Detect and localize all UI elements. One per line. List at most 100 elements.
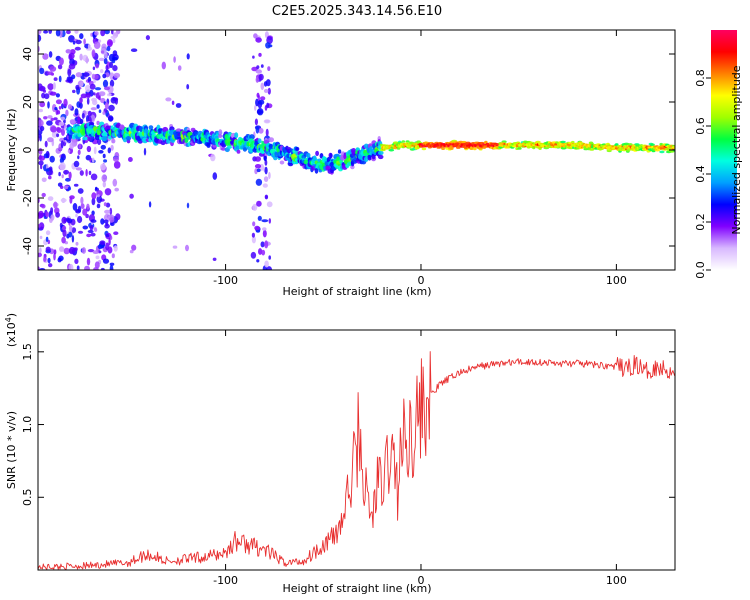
spectrogram-cell [97, 138, 102, 145]
spectrogram-cell [255, 178, 263, 186]
spectrogram-cell [90, 107, 97, 111]
spectrogram-cell [69, 196, 73, 204]
spectrogram-cell [148, 125, 154, 130]
spectrogram-cell [109, 207, 113, 216]
spectrogram-cell [109, 264, 114, 270]
spectrogram-cell [81, 112, 85, 119]
spectrogram-cell [463, 146, 469, 150]
spectrogram-y-tick-label: -40 [21, 237, 34, 255]
spectrogram-cell [62, 225, 67, 231]
spectrogram-cell [254, 225, 260, 231]
spectrogram-cell [90, 173, 98, 181]
spectrogram-cell [68, 246, 76, 255]
spectrogram-cell [38, 210, 44, 219]
spectrogram-cell [105, 64, 109, 71]
spectrogram-cell [102, 175, 107, 179]
spectrogram-cell [58, 255, 64, 262]
spectrogram-cell [100, 69, 104, 74]
spectrogram-cell [267, 66, 271, 71]
spectrogram-cell [56, 133, 60, 138]
spectrogram-cell [93, 41, 101, 49]
spectrogram-cell [60, 140, 64, 149]
spectrogram-cell [85, 84, 91, 93]
spectrogram-cell [59, 157, 64, 164]
spectrogram-cell [265, 128, 269, 137]
spectrogram-cell [105, 202, 111, 208]
spectrogram-cell [254, 164, 262, 169]
spectrogram-cell [65, 217, 70, 222]
spectrogram-cell [92, 66, 96, 71]
spectrogram-cell [38, 108, 43, 113]
spectrogram-cell [110, 35, 117, 39]
spectrogram-cell [268, 171, 271, 180]
figure-title: C2E5.2025.343.14.56.E10 [272, 4, 442, 19]
spectrogram-cell [69, 142, 74, 150]
spectrogram-cell [234, 132, 239, 139]
spectrogram-cell [388, 148, 395, 152]
spectrogram-cell [108, 104, 115, 112]
spectrogram-cell [110, 222, 115, 227]
spectrogram-cell [258, 127, 264, 134]
spectrogram-cell [111, 253, 115, 259]
spectrogram-ridge-cell [665, 145, 668, 150]
spectrogram-cell [96, 195, 103, 204]
spectrogram-cell [109, 79, 115, 87]
spectrogram-cell [45, 230, 51, 236]
spectrogram-cell [263, 155, 267, 161]
spectrogram-cell [94, 135, 100, 140]
spectrogram-cell [262, 229, 267, 238]
spectrogram-cell [87, 43, 91, 50]
spectrogram-cell [106, 45, 111, 52]
spectrogram-cell [96, 129, 101, 135]
spectrogram-cell [102, 79, 109, 88]
spectrogram-cell [43, 256, 47, 262]
snr-series-line [38, 351, 675, 570]
spectrogram-cell [61, 216, 67, 224]
spectrogram-cell [538, 147, 542, 150]
spectrogram-cell [255, 126, 260, 134]
spectrogram-cell [42, 53, 49, 60]
spectrogram-cell [441, 147, 445, 150]
spectrogram-cell [58, 121, 65, 127]
spectrogram-cell [71, 74, 76, 80]
spectrogram-cell [337, 149, 342, 154]
spectrogram-cell [38, 133, 42, 138]
spectrogram-cell [627, 143, 633, 146]
spectrogram-cell [87, 110, 92, 117]
spectrogram-cell [256, 65, 260, 69]
spectrogram-cell [266, 102, 270, 109]
colorbar-gradient [711, 30, 737, 270]
spectrogram-cell [87, 229, 94, 234]
spectrogram-cell [74, 46, 81, 51]
spectrogram-cell [112, 38, 116, 44]
snr-y-tick-label: 0.5 [21, 489, 34, 507]
spectrogram-cell [59, 246, 65, 252]
spectrogram-cell [226, 145, 232, 149]
colorbar-label: Normalized spectral amplitude [730, 65, 743, 234]
colorbar-tick-label: 0.4 [694, 165, 707, 183]
snr-y-ticks: 0.5 1.0 1.5 [21, 343, 675, 506]
spectrogram-cell [92, 250, 100, 255]
spectrogram-cell [250, 251, 257, 259]
spectrogram-cell [73, 160, 80, 168]
spectrogram-cell [56, 110, 61, 115]
spectrogram-cell [371, 154, 376, 160]
spectrogram-cell [264, 159, 268, 166]
spectrogram-cell [256, 259, 260, 263]
spectrogram-cell [102, 73, 107, 79]
spectrogram-cell [405, 140, 410, 143]
spectrogram-cell [173, 56, 176, 63]
spectrogram-cell [112, 156, 120, 162]
spectrogram-cell [68, 35, 75, 43]
spectrogram-cell [38, 119, 44, 127]
spectrogram-cell [68, 171, 72, 180]
spectrogram-cell [53, 117, 58, 121]
spectrogram-cell [69, 119, 76, 124]
spectrogram-cell [98, 91, 106, 97]
spectrogram-cell [40, 164, 43, 170]
spectrogram-cell [77, 155, 80, 160]
spectrogram-y-tick-label: -20 [21, 189, 34, 207]
spectrogram-cell [96, 120, 100, 126]
spectrogram-y-tick-label: 0 [21, 147, 34, 154]
spectrogram-cell [258, 248, 263, 255]
